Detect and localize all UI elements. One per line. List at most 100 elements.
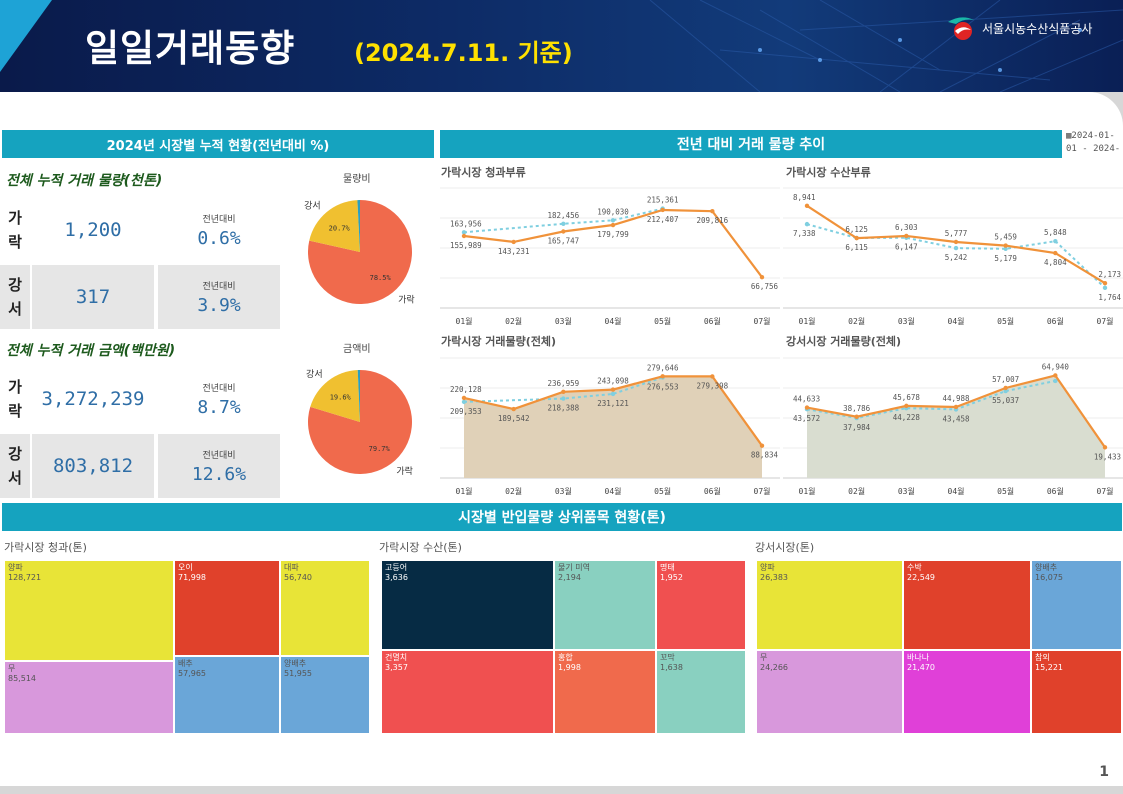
data-point bbox=[1053, 238, 1058, 244]
treemap-cell: 물기 미역 2,194 bbox=[554, 560, 656, 650]
treemap-cell-name: 건멸치 bbox=[385, 653, 408, 662]
treemap-cell-value: 1,952 bbox=[660, 573, 683, 582]
amount-value: 803,812 bbox=[32, 434, 154, 498]
amount-yoy: 전년대비 12.6% bbox=[158, 434, 280, 498]
treemap-cell-value: 85,514 bbox=[8, 674, 36, 683]
data-point bbox=[1102, 285, 1108, 291]
data-point bbox=[1102, 445, 1108, 450]
area-fill bbox=[464, 376, 762, 478]
series-line bbox=[463, 376, 663, 403]
data-label: 143,231 bbox=[498, 247, 530, 256]
x-tick-label: 06월 bbox=[1047, 316, 1064, 326]
treemap-cell: 바나나 21,470 bbox=[903, 650, 1031, 734]
date-range-filter[interactable]: ▦2024-01- 01 - 2024- bbox=[1066, 131, 1121, 154]
treemap-cell-name: 양배추 bbox=[1035, 563, 1058, 572]
x-tick-label: 07월 bbox=[754, 486, 771, 496]
x-tick-label: 07월 bbox=[1097, 316, 1114, 326]
data-point bbox=[759, 274, 765, 280]
amount-pie-label: 금액비 bbox=[343, 344, 371, 355]
amount-value: 3,272,239 bbox=[41, 388, 145, 410]
data-label: 44,228 bbox=[893, 413, 921, 422]
treemap-cell: 꼬막 1,638 bbox=[656, 650, 746, 734]
data-point bbox=[804, 221, 810, 227]
area-fill bbox=[807, 375, 1105, 478]
data-label: 1,764 bbox=[1098, 293, 1121, 302]
data-label: 155,989 bbox=[450, 241, 482, 250]
page-number: 1 bbox=[1099, 764, 1109, 780]
treemap-cell: 참외 15,221 bbox=[1031, 650, 1122, 734]
amount-pie-chart: 79.7% 가락 19.6% 강서 bbox=[306, 369, 413, 477]
garak-produce-treemap: 양파 128,721 오이 71,998 대파 56,740 무 85,514 배추 57,965… bbox=[4, 560, 370, 734]
data-point bbox=[660, 374, 665, 379]
treemap-cell-value: 2,194 bbox=[558, 573, 581, 582]
data-point bbox=[953, 239, 959, 245]
treemap-cell-value: 3,636 bbox=[385, 573, 408, 582]
volume-value: 1,200 bbox=[64, 219, 122, 241]
data-label: 212,407 bbox=[647, 215, 679, 224]
data-point bbox=[561, 229, 566, 234]
x-tick-label: 04월 bbox=[605, 316, 622, 326]
volume-pie-label: 물량비 bbox=[343, 174, 371, 185]
pie-slice-label: 20.7% bbox=[329, 224, 351, 232]
pie-slice-name: 강서 bbox=[304, 200, 321, 211]
pie-slice-name: 가락 bbox=[396, 465, 413, 477]
x-tick-label: 01월 bbox=[799, 316, 816, 326]
company-logo: 서울시농수산식품공사 bbox=[946, 14, 1092, 42]
data-label: 55,037 bbox=[992, 396, 1019, 405]
chart-title: 강서시장 거래물량(전체) bbox=[786, 335, 902, 348]
treemap-cell-value: 1,998 bbox=[558, 663, 581, 672]
data-label: 163,956 bbox=[450, 219, 482, 228]
treemap-cell-name: 홍합 bbox=[558, 653, 573, 662]
treemap-cell-name: 양배추 bbox=[284, 659, 307, 668]
data-label: 220,128 bbox=[450, 385, 482, 394]
data-label: 5,179 bbox=[994, 254, 1017, 263]
data-label: 189,542 bbox=[498, 414, 530, 423]
x-tick-label: 02월 bbox=[505, 316, 522, 326]
data-label: 44,633 bbox=[793, 395, 820, 404]
treemap-cell-value: 26,383 bbox=[760, 573, 788, 582]
treemap-cell: 양배추 51,955 bbox=[280, 656, 370, 734]
pie-slice bbox=[357, 200, 360, 252]
x-tick-label: 02월 bbox=[505, 486, 522, 496]
treemap-title: 가락시장 청과(톤) bbox=[4, 541, 87, 554]
amount-yoy: 전년대비 8.7% bbox=[197, 383, 241, 418]
treemap-cell-name: 참외 bbox=[1035, 653, 1050, 662]
data-label: 8,941 bbox=[793, 193, 816, 202]
treemap-cell-name: 양파 bbox=[760, 563, 775, 572]
x-tick-label: 07월 bbox=[1097, 486, 1114, 496]
x-tick-label: 06월 bbox=[1047, 486, 1064, 496]
chart-title: 가락시장 수산부류 bbox=[786, 166, 871, 179]
data-point bbox=[804, 405, 810, 410]
treemap-cell-value: 21,470 bbox=[907, 663, 935, 672]
treemap-cell: 건멸치 3,357 bbox=[381, 650, 554, 734]
bottom-panel-title: 시장별 반입물량 상위품목 현황(톤) bbox=[2, 503, 1122, 531]
data-point bbox=[1003, 246, 1008, 252]
treemap-cell-value: 1,638 bbox=[660, 663, 683, 672]
data-label: 64,940 bbox=[1042, 362, 1070, 371]
data-point bbox=[461, 395, 467, 401]
treemap-title: 강서시장(톤) bbox=[755, 541, 815, 554]
treemap-cell-value: 71,998 bbox=[178, 573, 206, 582]
treemap-cell-value: 51,955 bbox=[284, 669, 312, 678]
amount-section-title: 전체 누적 거래 금액(백만원) bbox=[6, 343, 176, 359]
data-point bbox=[854, 235, 859, 241]
treemap-cell-value: 3,357 bbox=[385, 663, 408, 672]
data-label: 236,959 bbox=[548, 379, 580, 388]
volume-yoy: 전년대비 3.9% bbox=[158, 265, 280, 329]
data-label: 276,553 bbox=[647, 382, 679, 391]
treemap-cell: 양배추 16,075 bbox=[1031, 560, 1122, 650]
treemap-cell: 배추 57,965 bbox=[174, 656, 280, 734]
data-label: 5,777 bbox=[945, 229, 968, 238]
data-point bbox=[610, 387, 616, 392]
page-date: (2024.7.11. 기준) bbox=[354, 39, 573, 67]
data-point bbox=[660, 207, 665, 213]
x-tick-label: 07월 bbox=[754, 316, 771, 326]
data-label: 45,678 bbox=[893, 393, 921, 402]
treemap-cell: 오이 71,998 bbox=[174, 560, 280, 656]
data-point bbox=[759, 443, 765, 448]
data-label: 2,173 bbox=[1098, 270, 1121, 279]
treemap-cell-value: 24,266 bbox=[760, 663, 788, 672]
